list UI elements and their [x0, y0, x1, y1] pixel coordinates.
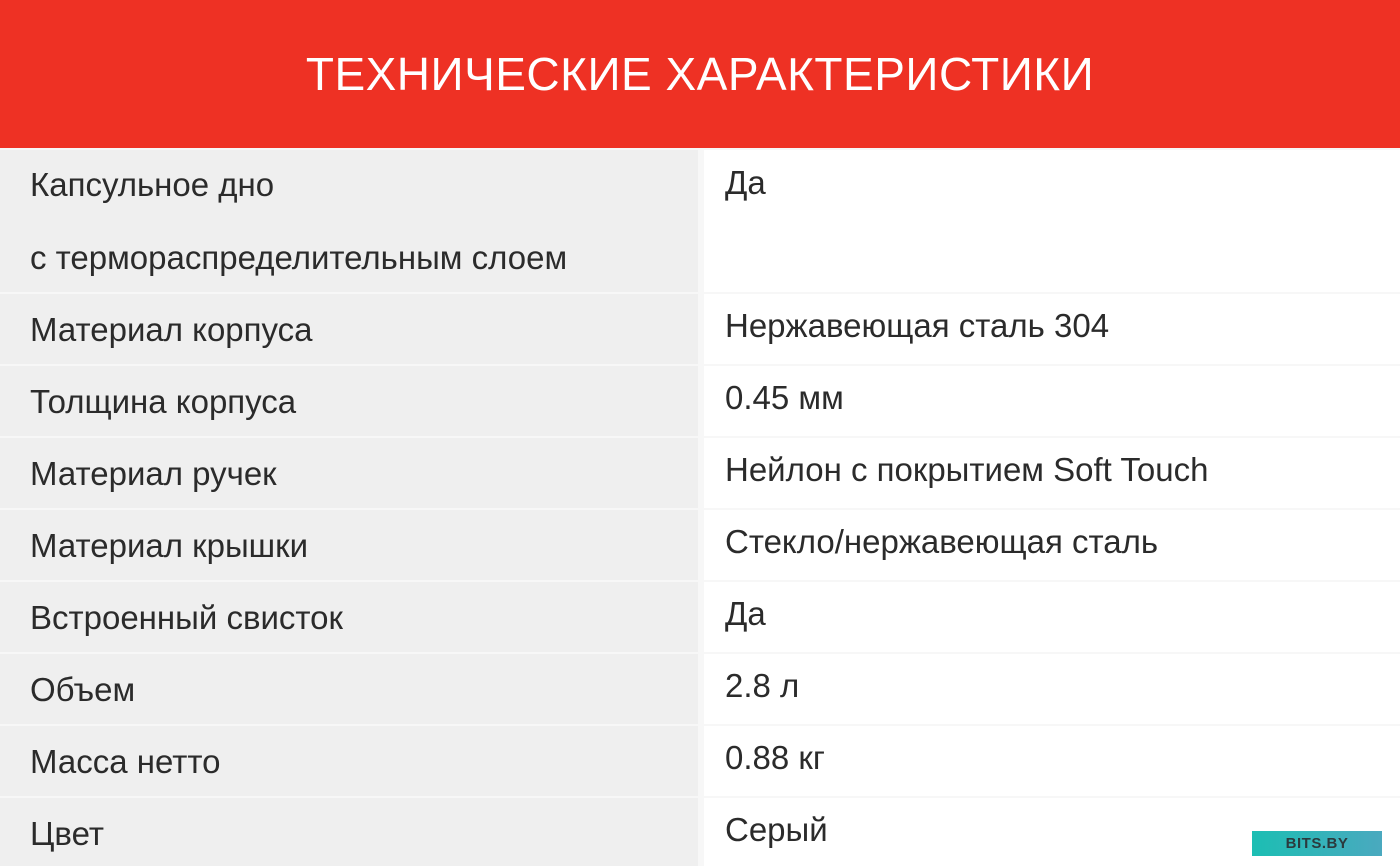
- table-row: Толщина корпуса 0.45 мм: [0, 366, 1400, 436]
- label-cell: Цвет: [0, 798, 698, 866]
- table-row: Материал корпуса Нержавеющая сталь 304: [0, 294, 1400, 364]
- table-row: Цвет Серый: [0, 798, 1400, 866]
- row-value: 0.88 кг: [725, 739, 825, 776]
- label-cell: Объем: [0, 654, 698, 724]
- value-cell: Стекло/нержавеющая сталь: [704, 510, 1400, 580]
- value-cell: 0.45 мм: [704, 366, 1400, 436]
- row-label: Материал корпуса: [30, 311, 313, 348]
- row-label: Материал ручек: [30, 455, 277, 492]
- label-cell: Материал крышки: [0, 510, 698, 580]
- row-value: Да: [725, 164, 766, 201]
- table-row: Масса нетто 0.88 кг: [0, 726, 1400, 796]
- row-label: Масса нетто: [30, 743, 221, 780]
- table-row: Материал ручек Нейлон с покрытием Soft To…: [0, 438, 1400, 508]
- value-cell: 2.8 л: [704, 654, 1400, 724]
- row-value: Нержавеющая сталь 304: [725, 307, 1110, 344]
- value-cell: Да: [704, 582, 1400, 652]
- row-label: Цвет: [30, 815, 104, 852]
- value-cell: Да: [704, 150, 1400, 292]
- value-cell: 0.88 кг: [704, 726, 1400, 796]
- table-row: Материал крышки Стекло/нержавеющая сталь: [0, 510, 1400, 580]
- table-row: Объем 2.8 л: [0, 654, 1400, 724]
- label-cell: Капсульное дно с терморaспределительным …: [0, 150, 698, 292]
- row-label: Объем: [30, 671, 136, 708]
- label-cell: Масса нетто: [0, 726, 698, 796]
- table-header: ТЕХНИЧЕСКИЕ ХАРАКТЕРИСТИКИ: [0, 0, 1400, 148]
- label-cell: Толщина корпуса: [0, 366, 698, 436]
- value-cell: Нержавеющая сталь 304: [704, 294, 1400, 364]
- row-label: с терморaспределительным слоем: [30, 239, 568, 276]
- table-title: ТЕХНИЧЕСКИЕ ХАРАКТЕРИСТИКИ: [305, 48, 1095, 100]
- label-cell: Материал корпуса: [0, 294, 698, 364]
- table-row: Встроенный свисток Да: [0, 582, 1400, 652]
- row-value: Стекло/нержавеющая сталь: [725, 523, 1159, 560]
- row-value: Серый: [725, 811, 828, 848]
- row-value: Да: [725, 595, 766, 632]
- watermark-text: BITS.BY: [1285, 835, 1349, 852]
- value-cell: Нейлон с покрытием Soft Touch: [704, 438, 1400, 508]
- row-label: Материал крышки: [30, 527, 309, 564]
- watermark-logo: BITS.BY: [1252, 831, 1382, 856]
- row-value: Нейлон с покрытием Soft Touch: [725, 451, 1209, 488]
- row-label: Встроенный свисток: [30, 599, 343, 636]
- row-label: Капсульное дно: [30, 166, 275, 203]
- table-row: Капсульное дно с терморaспределительным …: [0, 150, 1400, 292]
- row-value: 0.45 мм: [725, 379, 844, 416]
- label-cell: Материал ручек: [0, 438, 698, 508]
- row-label: Толщина корпуса: [30, 383, 297, 420]
- row-value: 2.8 л: [725, 667, 800, 704]
- label-cell: Встроенный свисток: [0, 582, 698, 652]
